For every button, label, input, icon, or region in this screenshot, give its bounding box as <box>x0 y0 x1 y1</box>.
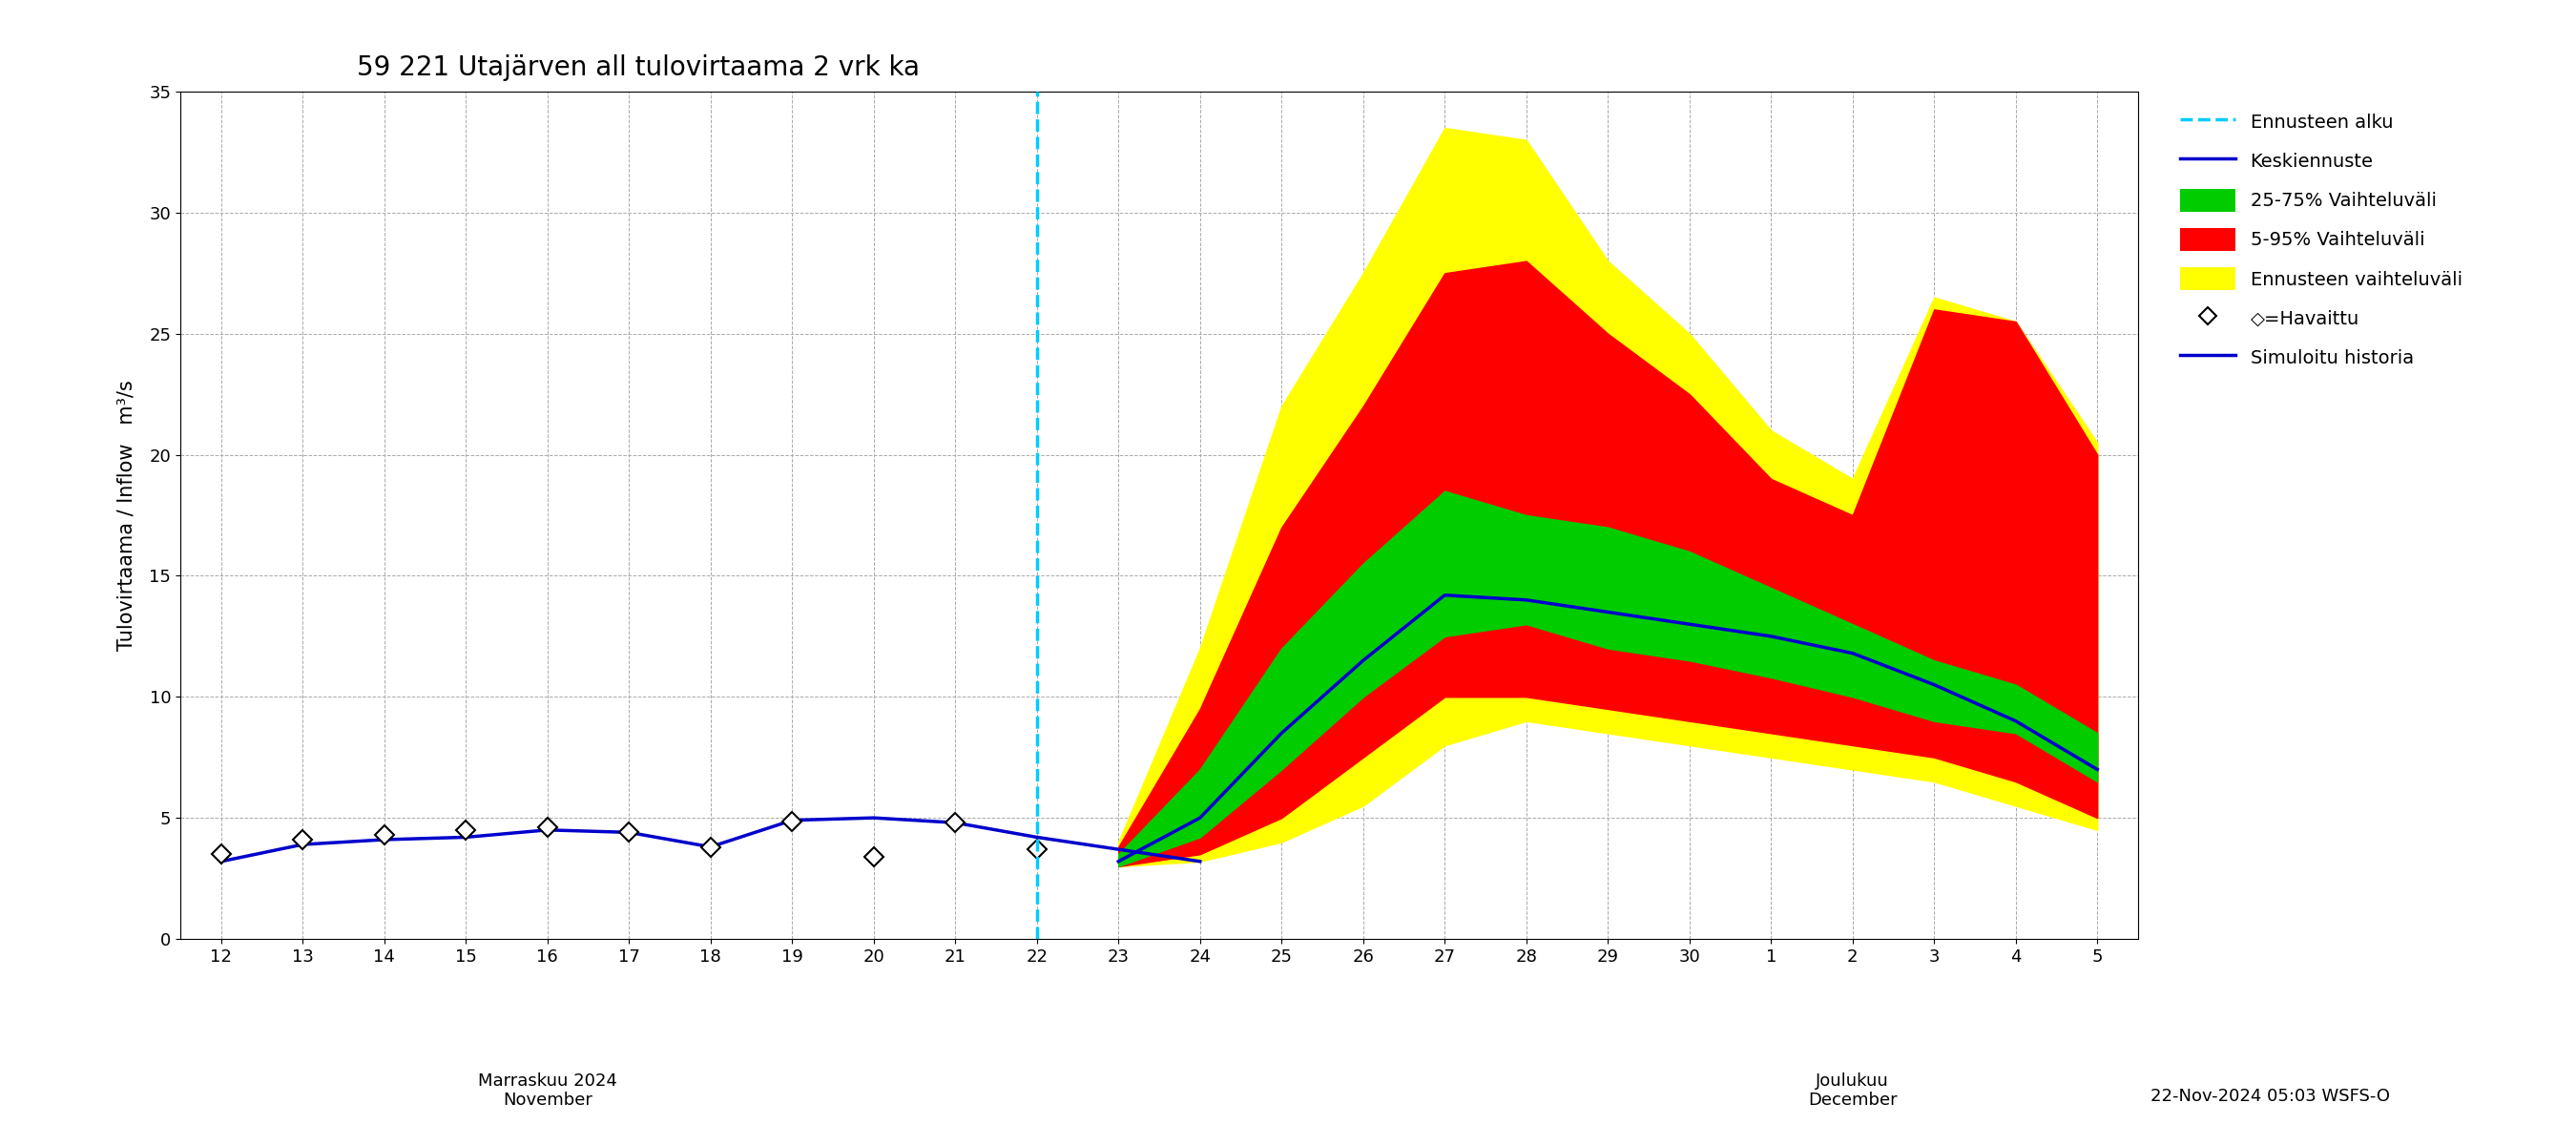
Text: 59 221 Utajärven all tulovirtaama 2 vrk ka: 59 221 Utajärven all tulovirtaama 2 vrk … <box>355 55 920 81</box>
Y-axis label: Tulovirtaama / Inflow   m³/s: Tulovirtaama / Inflow m³/s <box>116 380 137 650</box>
Legend: Ennusteen alku, Keskiennuste, 25-75% Vaihteluväli, 5-95% Vaihteluväli, Ennusteen: Ennusteen alku, Keskiennuste, 25-75% Vai… <box>2172 101 2470 378</box>
Text: Joulukuu
December: Joulukuu December <box>1808 1072 1899 1110</box>
Text: Marraskuu 2024
November: Marraskuu 2024 November <box>477 1072 618 1110</box>
Text: 22-Nov-2024 05:03 WSFS-O: 22-Nov-2024 05:03 WSFS-O <box>2151 1088 2391 1105</box>
